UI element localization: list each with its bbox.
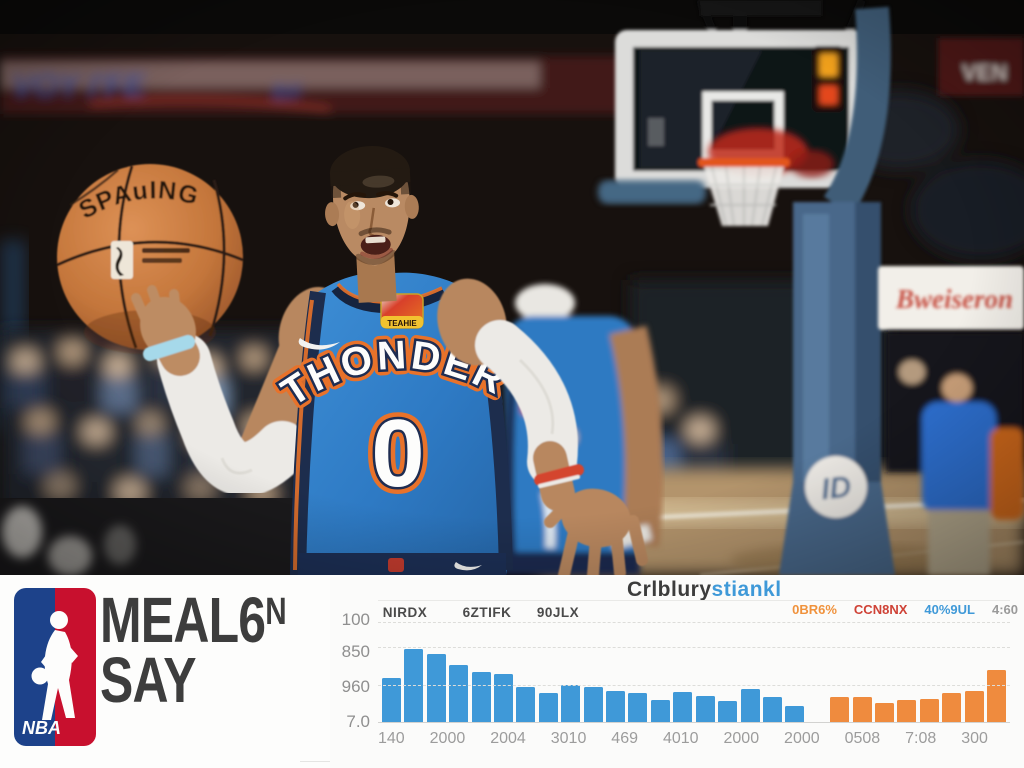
chart-legend: 0BR6% CCN8NX 40%9UL 4:60 [792,602,1018,617]
chart-title-dark: Crlblury [627,578,712,601]
chart-annotation: 6ZTIFK [462,605,512,620]
x-tick-label: 300 [961,730,988,747]
stats-chart: Crlblurystiankl 0BR6% CCN8NX 40%9UL 4:60 NI… [330,577,1024,768]
bar-left-blue [785,706,805,722]
x-tick-label: 469 [611,730,638,747]
bar-right-orange [830,696,850,722]
chart-x-axis: 140 2000 2004 3010 469 4010 2000 2000 0508 7:08 30… [378,730,1010,748]
bar-right-orange [986,669,1006,722]
wordmark: MEAL6N SAY [100,588,287,716]
bar-left-blue [740,689,760,722]
bar-left-blue [673,691,693,722]
bar-left-blue [471,671,491,722]
chart-annotation: 90JLX [536,605,580,620]
bar-left-blue [494,673,514,722]
bar-left-blue [695,695,715,722]
bar-left-blue [538,692,558,722]
bar-right-orange [874,703,894,722]
wordmark-line2: SAY [100,643,197,716]
x-tick-label: 4010 [662,730,699,747]
gridline-3 [378,685,1010,686]
bar-left-blue [516,687,536,722]
y-tick-label: 7.0 [346,712,370,731]
x-tick-label: 3010 [550,730,587,747]
nba-logo-text: NBA [22,718,61,738]
bar-left-blue [628,692,648,722]
chart-annotation: NIRDX [382,605,428,620]
bar-series-gap [808,721,827,722]
arena-photo: VOY I'FE BF VEN [0,0,1024,575]
legend-item: 0BR6% [792,602,837,617]
legend-item: 4:60 [991,602,1018,617]
y-tick-label: 100 [341,610,370,629]
wordmark-line1: MEAL6 [100,584,266,656]
vignette-overlay [0,0,1024,575]
legend-item: CCN8NX [853,602,908,617]
gridline-1 [378,622,1010,623]
chart-bars [382,600,1006,722]
bar-left-blue [583,687,603,722]
chart-title: Crlblurystiankl [627,578,782,602]
bar-left-blue [606,690,626,722]
y-tick-label: 960 [341,677,370,696]
x-tick-label: 140 [378,730,405,747]
chart-title-blue: stiankl [711,578,782,601]
bar-left-blue [561,685,581,722]
bar-left-blue [426,653,446,722]
bar-left-blue [382,677,401,722]
bar-right-orange [852,696,872,722]
bar-right-orange [919,698,939,722]
x-tick-label: 7:08 [905,730,937,747]
chart-plot-area [378,600,1010,723]
bar-right-orange [942,692,962,722]
bar-left-blue [762,696,782,722]
bar-left-blue [650,699,670,722]
gridline-0 [378,600,1010,601]
bar-right-orange [897,699,917,722]
bar-left-blue [449,665,469,722]
legend-item: 40%9UL [924,602,975,617]
x-tick-label: 2000 [723,730,760,747]
x-tick-label: 2000 [429,730,466,747]
nba-logo-silhouette [31,611,78,720]
y-tick-label: 850 [341,642,370,661]
nba-logo: NBA [14,588,96,746]
x-tick-label: 0508 [844,730,881,747]
x-tick-label: 2000 [784,730,820,747]
bar-right-orange [964,690,984,722]
x-tick-label: 2004 [490,730,526,747]
gridline-2 [378,647,1010,648]
bar-left-blue [718,701,738,722]
wordmark-line1-sup: N [265,591,287,633]
